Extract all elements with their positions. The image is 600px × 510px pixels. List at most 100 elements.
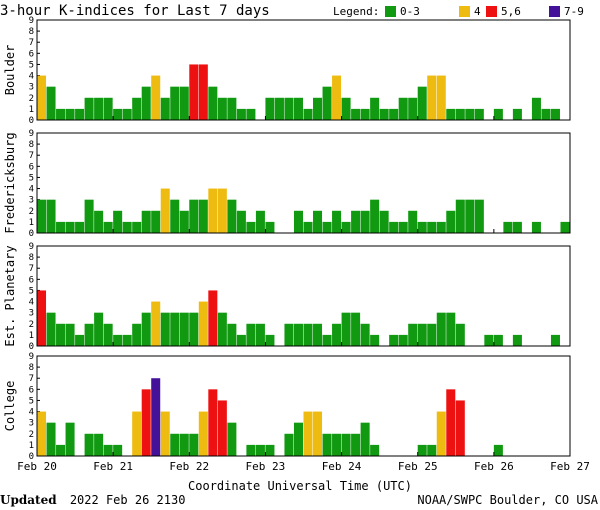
k-index-bar xyxy=(436,411,446,456)
legend-label: Legend: xyxy=(333,5,379,18)
x-axis-label: Coordinate Universal Time (UTC) xyxy=(188,479,412,493)
k-index-bar xyxy=(427,444,437,456)
y-tick-label: 6 xyxy=(29,275,34,285)
y-tick-label: 4 xyxy=(29,298,34,308)
k-index-bar xyxy=(360,210,370,233)
k-index-bar xyxy=(217,188,227,233)
k-index-bar xyxy=(56,108,66,120)
k-index-bar xyxy=(151,210,161,233)
k-index-bar xyxy=(255,323,265,346)
y-tick-label: 9 xyxy=(29,242,34,252)
y-tick-label: 1 xyxy=(29,441,34,451)
k-index-bar xyxy=(46,312,56,346)
k-index-bar xyxy=(189,312,199,346)
k-index-bar xyxy=(255,210,265,233)
legend-swatch-0-3 xyxy=(385,6,396,17)
k-index-bar xyxy=(436,75,446,120)
y-tick-label: 1 xyxy=(29,218,34,228)
k-index-bar xyxy=(141,389,151,456)
x-axis: Feb 20 Feb 21 Feb 22 Feb 23 Feb 24 Feb 25 Feb … xyxy=(17,460,590,473)
k-index-bar xyxy=(189,64,199,120)
k-index-bar xyxy=(284,323,294,346)
y-tick-label: 2 xyxy=(29,94,34,104)
k-index-bar xyxy=(341,312,351,346)
k-index-bar xyxy=(208,389,218,456)
k-index-bar xyxy=(56,221,66,233)
x-tick-label: Feb 27 xyxy=(550,460,590,473)
k-index-bar xyxy=(265,334,275,346)
k-index-bar xyxy=(227,97,237,120)
k-index-bar xyxy=(160,312,170,346)
footer-source: NOAA/SWPC Boulder, CO USA xyxy=(417,493,598,507)
x-tick-label: Feb 20 xyxy=(17,460,57,473)
k-index-bar xyxy=(313,323,323,346)
k-index-bar xyxy=(293,422,303,456)
k-index-bar xyxy=(170,86,180,120)
k-index-bar xyxy=(436,221,446,233)
k-index-bar xyxy=(541,108,551,120)
y-tick-label: 3 xyxy=(29,83,34,93)
legend-item-0-3: 0-3 xyxy=(400,5,420,18)
y-tick-label: 1 xyxy=(29,105,34,115)
k-index-bar xyxy=(56,323,66,346)
k-index-bar xyxy=(303,221,313,233)
k-index-bar xyxy=(360,323,370,346)
k-index-bar xyxy=(198,301,208,346)
k-index-bar xyxy=(417,323,427,346)
k-index-bar xyxy=(398,221,408,233)
k-index-bar xyxy=(103,444,113,456)
k-index-bar xyxy=(436,312,446,346)
k-index-bar xyxy=(75,334,85,346)
k-index-bar xyxy=(503,221,513,233)
k-index-bar xyxy=(389,334,399,346)
k-index-bar xyxy=(332,75,342,120)
y-tick-label: 0 xyxy=(29,452,34,462)
k-index-bar xyxy=(151,75,161,120)
k-index-bar xyxy=(455,323,465,346)
k-index-bar xyxy=(217,97,227,120)
k-index-bar xyxy=(379,210,389,233)
k-index-bar xyxy=(37,411,47,456)
k-index-bar xyxy=(408,210,418,233)
k-index-bar xyxy=(351,433,361,456)
station-label: College xyxy=(3,381,17,432)
k-index-bar xyxy=(132,97,142,120)
k-index-bar xyxy=(493,444,503,456)
k-index-bar xyxy=(293,210,303,233)
footer-updated-value: 2022 Feb 26 2130 xyxy=(70,493,186,507)
y-tick-label: 3 xyxy=(29,419,34,429)
k-index-bar xyxy=(560,221,570,233)
x-tick-label: Feb 26 xyxy=(474,460,514,473)
k-index-bar xyxy=(122,108,132,120)
k-index-bar xyxy=(37,199,47,233)
k-index-bar xyxy=(408,323,418,346)
y-tick-label: 8 xyxy=(29,253,34,263)
k-index-bar xyxy=(56,444,66,456)
k-index-bar xyxy=(322,334,332,346)
legend-item-5-6: 5,6 xyxy=(501,5,521,18)
k-index-bar xyxy=(265,221,275,233)
k-index-bar xyxy=(94,433,104,456)
k-index-bar xyxy=(531,221,541,233)
k-index-bar xyxy=(141,86,151,120)
k-index-bar xyxy=(389,108,399,120)
k-index-bar xyxy=(179,312,189,346)
k-index-bar xyxy=(398,97,408,120)
k-index-bar xyxy=(246,323,256,346)
k-index-bar xyxy=(512,108,522,120)
k-index-bar xyxy=(351,108,361,120)
k-index-bar xyxy=(217,312,227,346)
y-tick-label: 2 xyxy=(29,320,34,330)
k-index-bar xyxy=(113,210,123,233)
k-index-bar xyxy=(37,290,47,346)
k-index-bar xyxy=(94,210,104,233)
k-index-bar xyxy=(84,323,94,346)
k-index-bar xyxy=(122,221,132,233)
k-index-bar xyxy=(227,199,237,233)
k-index-bar xyxy=(46,199,56,233)
k-index-bar xyxy=(446,389,456,456)
k-index-bar xyxy=(246,221,256,233)
k-index-bar xyxy=(189,199,199,233)
k-index-bar xyxy=(313,210,323,233)
